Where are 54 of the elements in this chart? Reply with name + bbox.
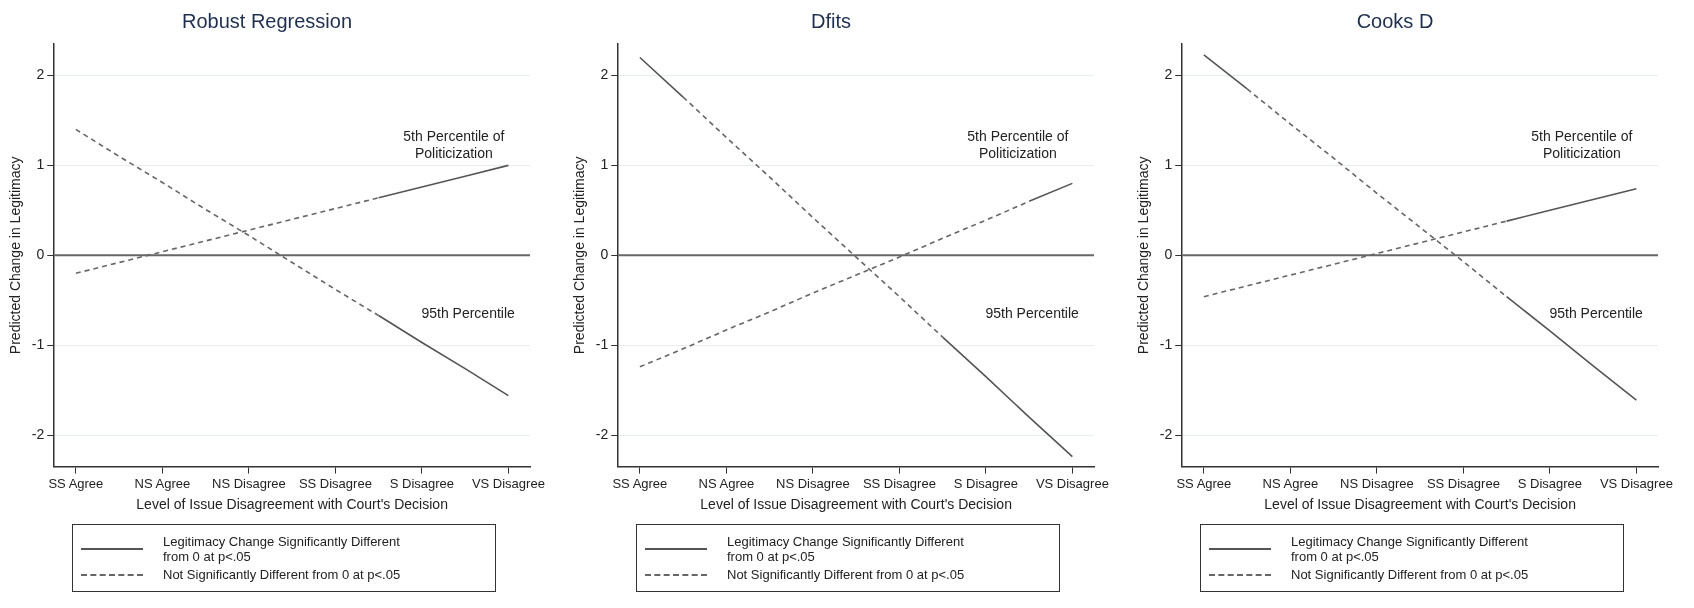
y-tick-label: -1 xyxy=(595,336,609,353)
y-tick-label: -2 xyxy=(31,425,45,442)
x-tick-label: S Disagree xyxy=(953,475,1019,491)
y-tick-label: 2 xyxy=(1164,66,1173,83)
annotation: 5th Percentile of Politicization xyxy=(967,127,1069,161)
y-axis-title: Predicted Change in Legitimacy xyxy=(1135,156,1152,355)
chart-title: Cooks D xyxy=(1356,9,1434,32)
y-tick-label: 2 xyxy=(36,66,45,83)
x-axis-title: Level of Issue Disagreement with Court's Decision xyxy=(1264,496,1576,513)
x-tick-label: NS Disagree xyxy=(212,475,286,491)
y-tick-label: 0 xyxy=(1164,246,1173,263)
x-tick-label: SS Agree xyxy=(1176,475,1232,491)
y-tick-label: 1 xyxy=(36,156,45,173)
annotation: 5th Percentile of Politicization xyxy=(1531,127,1633,161)
x-axis-title: Level of Issue Disagreement with Court's Decision xyxy=(136,496,448,513)
legend-label: Legitimacy Change Significantly Different from 0 at p<.05 xyxy=(1291,534,1529,564)
y-axis-title: Predicted Change in Legitimacy xyxy=(571,156,588,355)
legend-label: Legitimacy Change Significantly Different from 0 at p<.05 xyxy=(163,534,401,564)
x-tick-label: SS Disagree xyxy=(298,475,372,491)
annotation: 95th Percentile xyxy=(985,305,1080,322)
x-tick-label: VS Disagree xyxy=(1599,475,1673,491)
x-tick-label: NS Agree xyxy=(1262,475,1319,491)
chart-title: Dfits xyxy=(811,9,851,32)
x-tick-label: VS Disagree xyxy=(471,475,545,491)
annotation: 95th Percentile xyxy=(1549,305,1644,322)
y-tick-label: 1 xyxy=(1164,156,1173,173)
x-tick-label: SS Disagree xyxy=(862,475,936,491)
y-tick-label: -1 xyxy=(1159,336,1173,353)
annotation: 5th Percentile of Politicization xyxy=(403,127,505,161)
legend-label: Legitimacy Change Significantly Different from 0 at p<.05 xyxy=(727,534,965,564)
x-tick-label: NS Agree xyxy=(134,475,191,491)
x-tick-label: NS Disagree xyxy=(1340,475,1414,491)
y-tick-label: -2 xyxy=(1159,425,1173,442)
x-tick-label: SS Disagree xyxy=(1426,475,1500,491)
chart-title: Robust Regression xyxy=(181,9,353,32)
x-tick-label: S Disagree xyxy=(389,475,455,491)
x-tick-label: SS Agree xyxy=(48,475,104,491)
y-axis-title: Predicted Change in Legitimacy xyxy=(7,156,24,355)
x-tick-label: NS Disagree xyxy=(776,475,850,491)
y-tick-label: 0 xyxy=(600,246,609,263)
y-tick-label: -2 xyxy=(595,425,609,442)
x-tick-label: SS Agree xyxy=(612,475,668,491)
legend-label: Not Significantly Different from 0 at p<.05 xyxy=(163,567,402,582)
y-tick-label: 1 xyxy=(600,156,609,173)
y-tick-label: -1 xyxy=(31,336,45,353)
legend-label: Not Significantly Different from 0 at p<.05 xyxy=(727,567,966,582)
annotation: 95th Percentile xyxy=(421,305,516,322)
y-tick-label: 0 xyxy=(36,246,45,263)
x-tick-label: NS Agree xyxy=(698,475,755,491)
x-tick-label: VS Disagree xyxy=(1035,475,1109,491)
legend-label: Not Significantly Different from 0 at p<.05 xyxy=(1291,567,1530,582)
x-axis-title: Level of Issue Disagreement with Court's Decision xyxy=(700,496,1012,513)
x-tick-label: S Disagree xyxy=(1517,475,1583,491)
y-tick-label: 2 xyxy=(600,66,609,83)
